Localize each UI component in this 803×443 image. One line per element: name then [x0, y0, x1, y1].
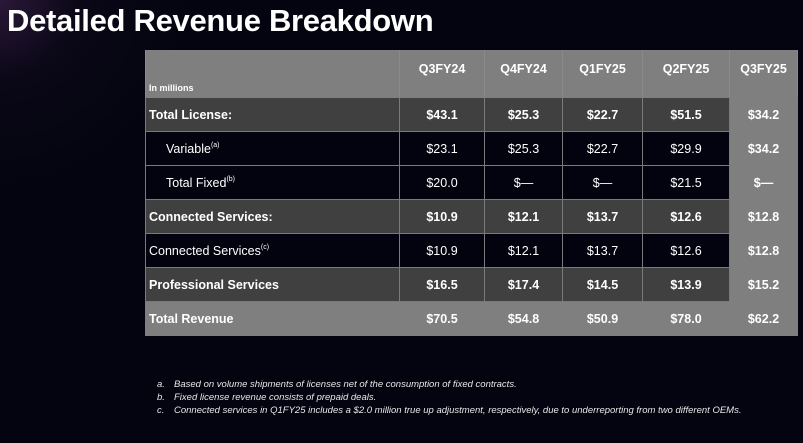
cell-q3fy24: $10.9: [399, 199, 485, 234]
row-label: Connected Services(c): [145, 233, 400, 268]
table-row: Connected Services(c) $10.9 $12.1 $13.7 $12.…: [145, 233, 798, 268]
cell-q4fy24: $12.1: [484, 199, 563, 234]
cell-q1fy25: $22.7: [562, 97, 643, 132]
cell-q2fy25: $29.9: [642, 131, 730, 166]
cell-q1fy25: $13.7: [562, 233, 643, 268]
row-label: Variable(a): [145, 131, 400, 166]
row-label-text: Connected Services:: [149, 209, 273, 224]
column-header: Q3FY24: [399, 50, 485, 98]
footnote-text: Based on volume shipments of licenses ne…: [174, 379, 517, 390]
footnote-marker: (c): [260, 243, 270, 251]
page-title: Detailed Revenue Breakdown: [7, 3, 434, 38]
column-header: Q1FY25: [562, 50, 643, 98]
row-label-text: Professional Services: [149, 277, 279, 292]
table-row: Total License: $43.1 $25.3 $22.7 $51.5 $34.2: [145, 97, 798, 132]
row-label: Connected Services:: [145, 199, 400, 234]
footnote: c. Connected services in Q1FY25 includes …: [157, 404, 777, 417]
cell-q2fy25: $13.9: [642, 267, 730, 302]
cell-q2fy25: $12.6: [642, 199, 730, 234]
table-row: Total Revenue $70.5 $54.8 $50.9 $78.0 $62.2: [145, 301, 798, 336]
cell-q3fy25: $12.8: [729, 199, 798, 234]
cell-q4fy24: $54.8: [484, 301, 563, 336]
cell-q3fy24: $70.5: [399, 301, 485, 336]
row-label-text: Total Revenue: [149, 311, 234, 326]
cell-q3fy24: $10.9: [399, 233, 485, 268]
revenue-table: In millions Q3FY24 Q4FY24 Q1FY25 Q2FY25 …: [145, 50, 798, 336]
footnote-text: Fixed license revenue consists of prepai…: [174, 392, 377, 403]
footnote-text: Connected services in Q1FY25 includes a …: [174, 405, 742, 416]
footnote: b. Fixed license revenue consists of prep…: [157, 391, 777, 404]
table-row: Professional Services $16.5 $17.4 $14.5 $13.…: [145, 267, 798, 302]
cell-q4fy24: $17.4: [484, 267, 563, 302]
table-row: Total Fixed(b) $20.0 $— $— $21.5 $—: [145, 165, 798, 200]
cell-q4fy24: $25.3: [484, 97, 563, 132]
cell-q2fy25: $78.0: [642, 301, 730, 336]
footnotes: a. Based on volume shipments of licenses …: [157, 378, 777, 417]
cell-q3fy24: $16.5: [399, 267, 485, 302]
row-label: Total Fixed(b): [145, 165, 400, 200]
cell-q2fy25: $21.5: [642, 165, 730, 200]
cell-q3fy25: $15.2: [729, 267, 798, 302]
row-label-text: Variable: [166, 141, 211, 156]
cell-q4fy24: $25.3: [484, 131, 563, 166]
column-header: Q3FY25: [729, 50, 798, 98]
table-header-row: In millions Q3FY24 Q4FY24 Q1FY25 Q2FY25 …: [145, 50, 798, 98]
cell-q3fy24: $43.1: [399, 97, 485, 132]
cell-q3fy25: $34.2: [729, 97, 798, 132]
cell-q3fy24: $20.0: [399, 165, 485, 200]
cell-q1fy25: $—: [562, 165, 643, 200]
column-header: Q2FY25: [642, 50, 730, 98]
row-label-text: Total License:: [149, 107, 233, 122]
row-label: Total License:: [145, 97, 400, 132]
row-label: Total Revenue: [145, 301, 400, 336]
footnote: a. Based on volume shipments of licenses …: [157, 378, 777, 391]
cell-q4fy24: $12.1: [484, 233, 563, 268]
unit-label: In millions: [145, 50, 400, 98]
row-label-text: Connected Services: [149, 243, 261, 258]
cell-q4fy24: $—: [484, 165, 563, 200]
cell-q1fy25: $14.5: [562, 267, 643, 302]
cell-q3fy24: $23.1: [399, 131, 485, 166]
cell-q1fy25: $50.9: [562, 301, 643, 336]
footnote-key: c.: [157, 405, 165, 416]
footnote-key: b.: [157, 392, 165, 403]
cell-q1fy25: $13.7: [562, 199, 643, 234]
footnote-marker: (b): [226, 175, 236, 183]
row-label-text: Total Fixed: [166, 175, 227, 190]
cell-q3fy25: $12.8: [729, 233, 798, 268]
cell-q2fy25: $51.5: [642, 97, 730, 132]
footnote-marker: (a): [210, 141, 220, 149]
row-label: Professional Services: [145, 267, 400, 302]
table-row: Variable(a) $23.1 $25.3 $22.7 $29.9 $34.2: [145, 131, 798, 166]
column-header: Q4FY24: [484, 50, 563, 98]
cell-q3fy25: $62.2: [729, 301, 798, 336]
cell-q3fy25: $—: [729, 165, 798, 200]
cell-q3fy25: $34.2: [729, 131, 798, 166]
footnote-key: a.: [157, 379, 165, 390]
table-row: Connected Services: $10.9 $12.1 $13.7 $12.6 $…: [145, 199, 798, 234]
cell-q1fy25: $22.7: [562, 131, 643, 166]
cell-q2fy25: $12.6: [642, 233, 730, 268]
